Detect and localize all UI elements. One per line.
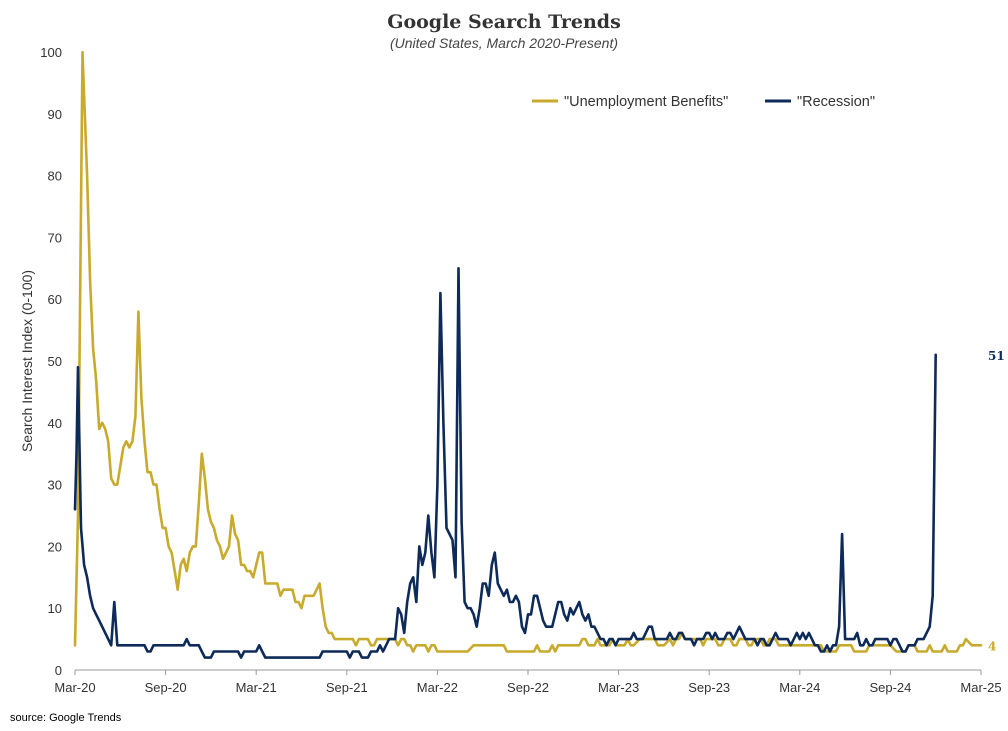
y-axis-ticks: 0 10 20 30 40 50 60 70 80 90 100 [40, 45, 62, 678]
end-labels: 4 51 [988, 349, 1005, 653]
y-tick-label: 10 [48, 601, 62, 616]
x-tick-label: Mar-20 [54, 680, 95, 695]
source-text: source: Google Trends [10, 712, 122, 724]
series-lines [73, 50, 983, 659]
end-label-recession: 51 [988, 349, 1005, 363]
legend-label-recession: "Recession" [797, 94, 875, 110]
x-tick-label: Mar-23 [598, 680, 639, 695]
x-tick-label: Sep-24 [869, 680, 911, 695]
x-tick-label: Mar-21 [236, 680, 277, 695]
x-tick-label: Mar-25 [960, 680, 1001, 695]
series-line-unemployment-benefits [73, 50, 983, 653]
x-tick-label: Sep-20 [145, 680, 187, 695]
y-tick-label: 20 [48, 539, 62, 554]
y-tick-label: 30 [48, 478, 62, 493]
y-tick-label: 40 [48, 416, 62, 431]
chart-subtitle: (United States, March 2020-Present) [390, 35, 618, 51]
x-tick-label: Mar-24 [779, 680, 820, 695]
legend: "Unemployment Benefits" "Recession" [532, 94, 875, 110]
source-note: source: Google Trends [10, 712, 122, 724]
x-tick-label: Sep-21 [326, 680, 368, 695]
x-tick-label: Sep-22 [507, 680, 549, 695]
y-tick-label: 50 [48, 354, 62, 369]
y-tick-label: 80 [48, 169, 62, 184]
y-axis-label: Search Interest Index (0-100) [19, 270, 35, 452]
y-tick-label: 100 [40, 45, 62, 60]
y-tick-label: 70 [48, 230, 62, 245]
series-line-recession [73, 267, 937, 659]
y-tick-label: 90 [48, 107, 62, 122]
legend-label-unemployment: "Unemployment Benefits" [564, 94, 728, 110]
x-tick-label: Mar-22 [417, 680, 458, 695]
chart-title: Google Search Trends [387, 11, 621, 33]
y-tick-label: 60 [48, 292, 62, 307]
x-tick-label: Sep-23 [688, 680, 730, 695]
y-tick-label: 0 [55, 663, 62, 678]
end-label-unemployment-benefits: 4 [988, 639, 996, 653]
x-axis-ticks: Mar-20 Sep-20 Mar-21 Sep-21 Mar-22 Sep-22 Mar-… [54, 670, 1002, 695]
